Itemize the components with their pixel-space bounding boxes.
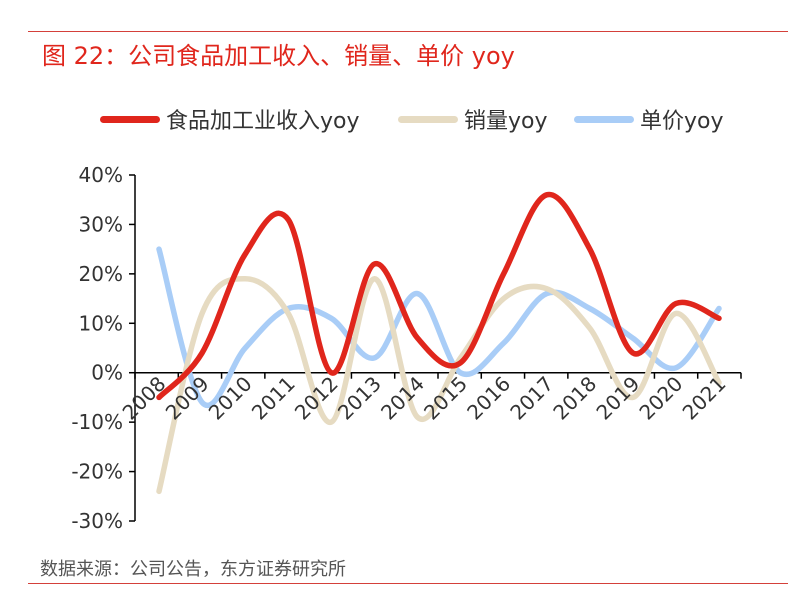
legend-item-volume: 销量yoy (398, 104, 548, 134)
legend-item-price: 单价yoy (574, 104, 724, 134)
x-tick-label: 2021 (678, 372, 731, 425)
x-tick-label: 2008 (118, 372, 171, 425)
y-tick-label: 30% (79, 212, 123, 236)
y-tick-label: 40% (79, 163, 123, 187)
y-tick-label: 10% (79, 311, 123, 335)
x-tick-label: 2009 (161, 372, 214, 425)
legend-swatch-price (574, 115, 634, 123)
chart-title: 图 22：公司食品加工收入、销量、单价 yoy (42, 42, 515, 70)
x-tick-label: 2011 (247, 372, 300, 425)
y-tick-label: -10% (71, 410, 123, 434)
legend: 食品加工业收入yoy 销量yoy 单价yoy (0, 104, 804, 134)
y-tick-label: -30% (71, 509, 123, 533)
legend-label-revenue: 食品加工业收入yoy (166, 109, 360, 134)
x-tick-label: 2017 (505, 372, 558, 425)
y-tick-label: -20% (71, 460, 123, 484)
legend-swatch-volume (398, 115, 458, 123)
x-tick-label: 2016 (462, 372, 515, 425)
legend-label-price: 单价yoy (640, 109, 724, 134)
legend-label-volume: 销量yoy (464, 109, 548, 134)
x-tick-label: 2018 (548, 372, 601, 425)
series-line-revenue (156, 191, 722, 401)
series-line-volume (156, 276, 722, 495)
top-rule (28, 31, 788, 32)
bottom-rule (28, 583, 788, 584)
legend-item-revenue: 食品加工业收入yoy (100, 104, 360, 134)
y-tick-label: 20% (79, 262, 123, 286)
source-note: 数据来源：公司公告，东方证券研究所 (40, 559, 346, 580)
x-tick-label: 2015 (419, 372, 472, 425)
y-tick-label: 0% (91, 361, 123, 385)
legend-swatch-revenue (100, 115, 160, 123)
